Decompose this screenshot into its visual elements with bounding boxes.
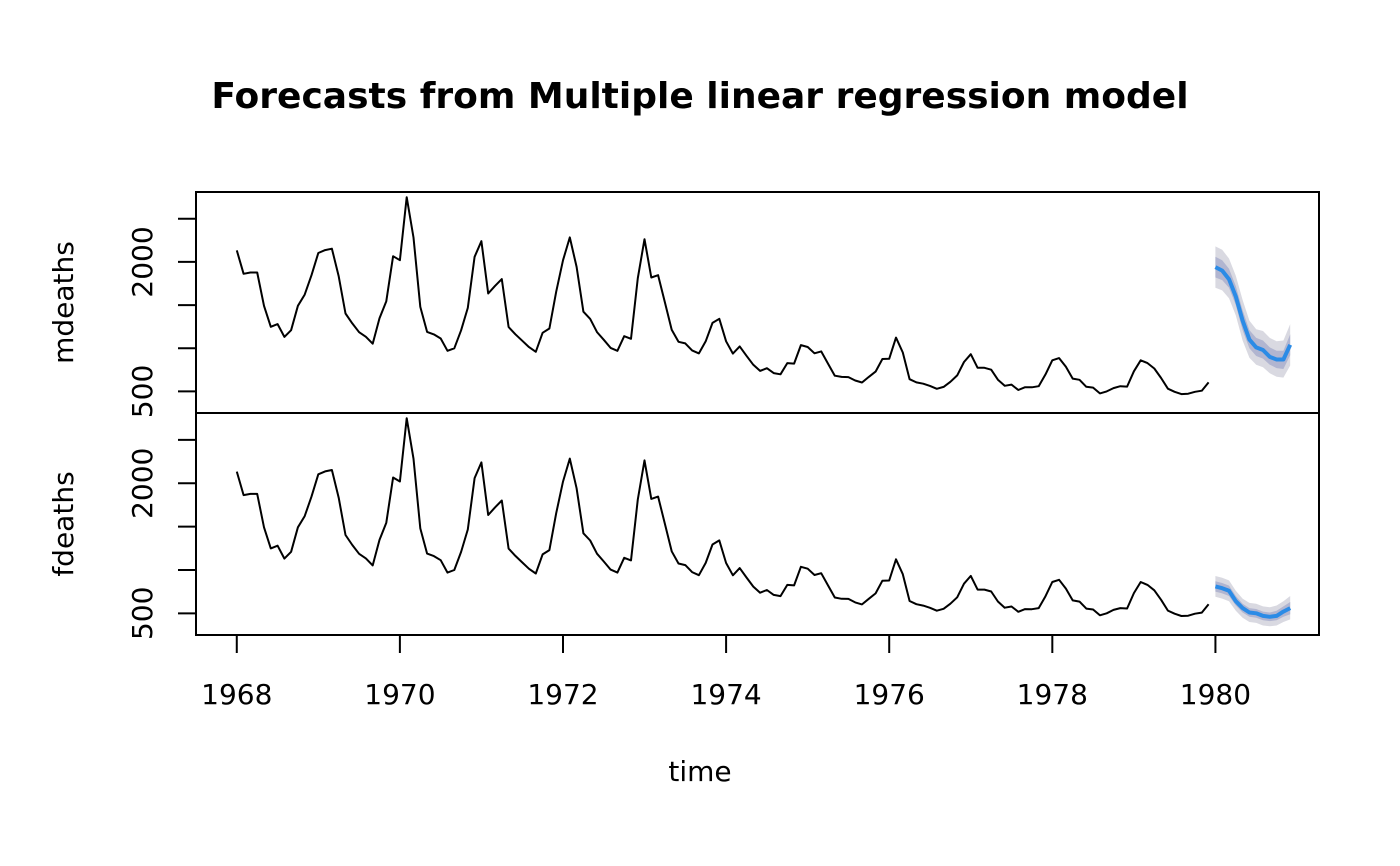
x-tick-label: 1972 [527,678,598,711]
series-line-fdeaths [235,417,1210,617]
chart-title: Forecasts from Multiple linear regressio… [211,76,1188,117]
x-tick-label: 1974 [690,678,761,711]
y-tick-label: 2000 [126,448,159,519]
x-tick-label: 1980 [1180,678,1251,711]
x-axis-label: time [668,755,731,788]
x-tick-label: 1968 [201,678,272,711]
forecast-band-95 [1215,246,1291,378]
y-axis-label: mdeaths [47,241,80,364]
series-line-mdeaths [235,196,1210,396]
forecast-line-fdeaths [1214,584,1292,619]
x-tick-label: 1976 [854,678,925,711]
x-axis: 1968 1970 1972 1974 1976 1978 1980 [201,634,1251,711]
panel-frame [195,191,1320,414]
panel-mdeaths: 500 2000 mdeaths [47,191,1320,418]
forecast-band-80 [1215,256,1291,369]
y-tick-label: 500 [126,365,159,418]
panel-fdeaths: 500 2000 fdeaths [47,412,1320,640]
panel-frame [195,412,1320,636]
y-tick-label: 500 [126,587,159,640]
y-tick-label: 2000 [126,226,159,297]
forecast-line-mdeaths [1214,265,1293,362]
x-tick-label: 1978 [1017,678,1088,711]
y-axis-label: fdeaths [47,471,80,576]
x-tick-label: 1970 [364,678,435,711]
plot-panels: 500 2000 mdeaths 500 2000 fdeaths [47,191,1320,640]
